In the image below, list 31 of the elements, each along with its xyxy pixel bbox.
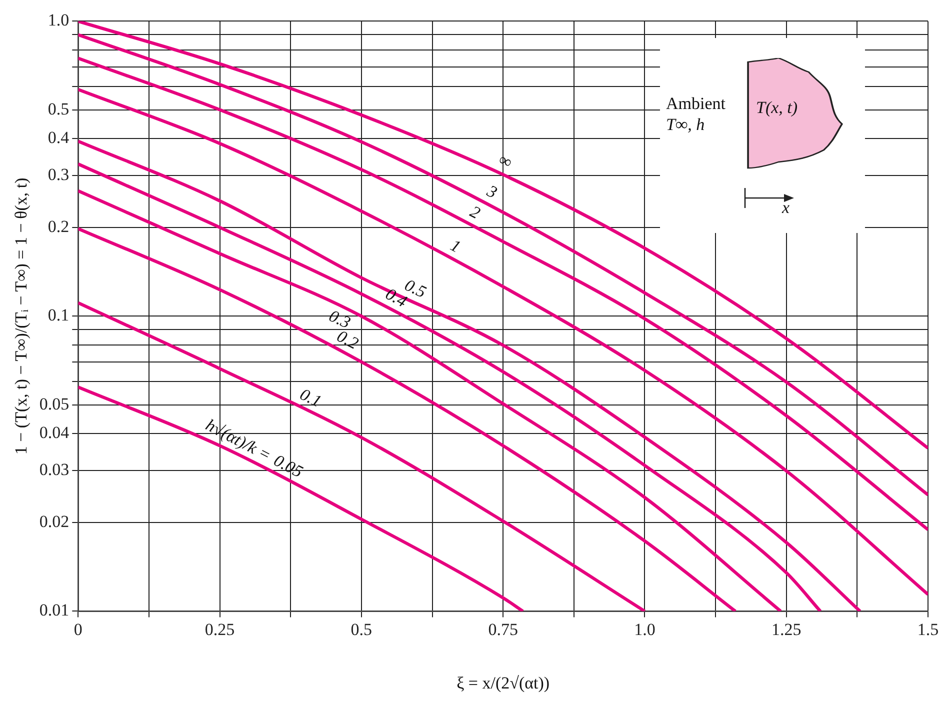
x-tick-label: 1.25 [771, 620, 802, 639]
annotation: T(x, t) [756, 98, 798, 118]
y-tick-label: 0.5 [48, 99, 70, 118]
text: 1 [447, 236, 464, 256]
annotation: T∞, h [666, 114, 706, 135]
annotation: x [782, 198, 790, 218]
text: ∞ [496, 150, 515, 172]
x-tick-label: 0 [74, 620, 82, 639]
x-tick-label: 1.5 [917, 620, 939, 639]
y-tick-label: 1.0 [48, 10, 70, 30]
y-tick-label: 0.05 [39, 394, 70, 414]
text: 0.1 [296, 384, 324, 411]
text: 3 [483, 180, 500, 202]
line-series [78, 386, 525, 612]
x-tick-label: 0.25 [204, 620, 235, 639]
x-tick-label: 1.0 [634, 620, 656, 639]
text: 0.05 [270, 450, 306, 482]
x-tick-label: 0.75 [488, 620, 518, 639]
text: 2 [467, 202, 484, 223]
y-tick-label: 0.4 [48, 128, 70, 148]
y-tick-label: 0.04 [39, 423, 70, 442]
y-tick-label: 0.2 [48, 216, 70, 236]
y-tick-label: 0.01 [39, 600, 70, 620]
y-tick-label: 0.03 [39, 460, 70, 479]
y-tick-label: 0.02 [39, 512, 70, 531]
x-tick-label: 0.5 [350, 620, 372, 639]
annotation: Ambient [666, 93, 726, 114]
y-axis-title: 1 − (T(x, t) − T∞)/(Tᵢ − T∞) = 1 − θ(x, t) [12, 178, 31, 455]
y-tick-label: 0.1 [48, 306, 70, 325]
y-tick-label: 0.3 [48, 164, 70, 184]
x-axis-title: ξ = x/(2√(αt)) [456, 673, 550, 692]
